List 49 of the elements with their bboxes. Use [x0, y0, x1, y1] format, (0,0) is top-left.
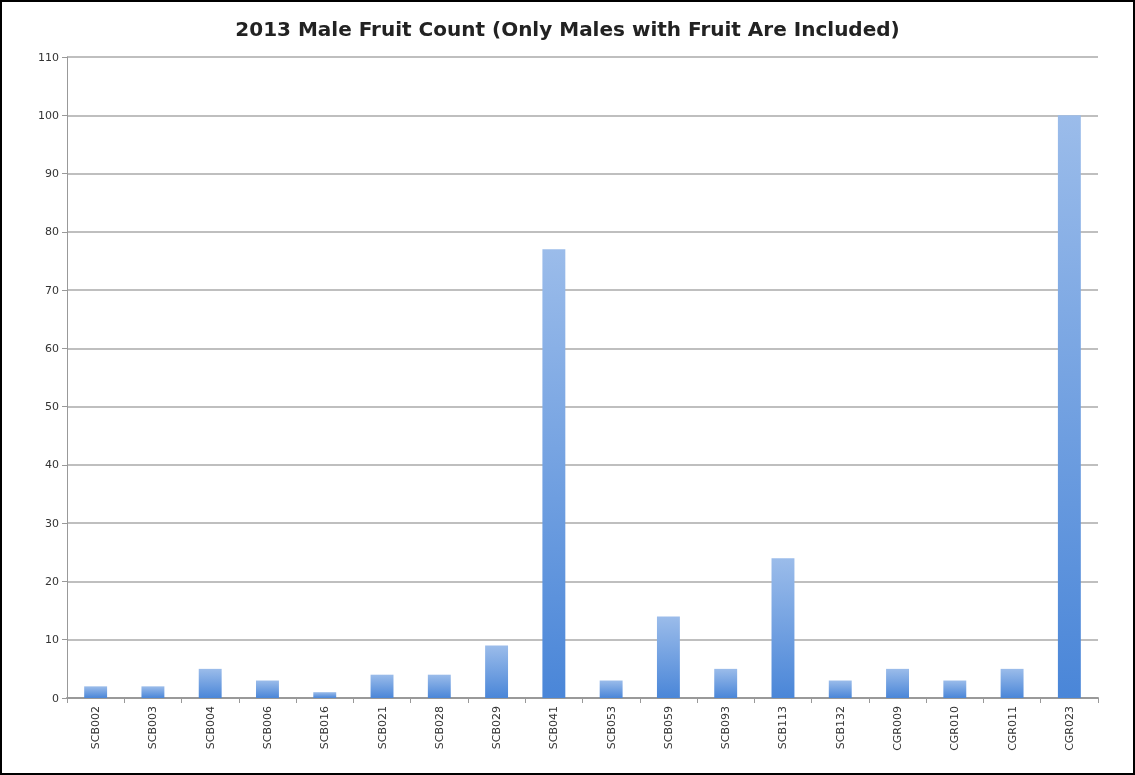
x-tick-label: SCB016: [318, 706, 332, 750]
x-tick-label: CGR009: [891, 706, 905, 751]
x-tick-label: CGR011: [1005, 706, 1019, 751]
y-tick-label: 0: [52, 691, 59, 705]
bar: [1000, 668, 1024, 698]
bar: [943, 680, 967, 698]
x-tick-label: SCB053: [604, 706, 618, 750]
x-tick-label: CGR010: [948, 706, 962, 751]
bar: [599, 680, 623, 698]
y-tick-label: 60: [45, 341, 59, 355]
y-tick-label: 50: [45, 400, 59, 414]
y-tick-label: 30: [45, 516, 59, 530]
bar: [828, 680, 852, 698]
bar: [485, 645, 509, 698]
x-tick-label: SCB006: [260, 706, 274, 750]
bar: [771, 558, 795, 698]
x-tick-label: SCB028: [432, 706, 446, 750]
y-tick-label: 20: [45, 574, 59, 588]
y-tick-label: 90: [45, 167, 59, 181]
y-tick-label: 70: [45, 283, 59, 297]
x-tick-label: SCB132: [833, 706, 847, 750]
x-tick-label: SCB113: [776, 706, 790, 750]
bar: [256, 680, 279, 698]
y-tick-label: 100: [38, 108, 59, 122]
x-tick-label: SCB002: [89, 706, 103, 750]
x-tick-label: SCB059: [661, 706, 675, 750]
y-tick-label: 40: [45, 458, 59, 472]
x-tick-label: SCB093: [719, 706, 733, 750]
chart-title: 2013 Male Fruit Count (Only Males with Fruit Are Included): [235, 17, 900, 41]
x-tick-label: SCB029: [490, 706, 504, 750]
bar: [427, 674, 451, 698]
x-tick-label: SCB003: [146, 706, 160, 750]
x-tick-label: CGR023: [1062, 706, 1076, 751]
x-tick-label: SCB021: [375, 706, 389, 750]
bar: [656, 616, 680, 698]
bar: [198, 668, 222, 698]
x-tick-label: SCB004: [203, 706, 217, 750]
bar: [714, 668, 738, 698]
bar: [886, 668, 909, 698]
bar: [84, 686, 108, 698]
bar: [370, 674, 394, 698]
x-tick-label: SCB041: [547, 706, 561, 750]
bar: [141, 686, 165, 698]
bar: [313, 692, 337, 698]
y-tick-label: 80: [45, 225, 59, 239]
y-tick-label: 10: [45, 633, 59, 647]
y-tick-label: 110: [38, 50, 59, 64]
bar: [542, 249, 566, 698]
bar: [1057, 115, 1081, 698]
